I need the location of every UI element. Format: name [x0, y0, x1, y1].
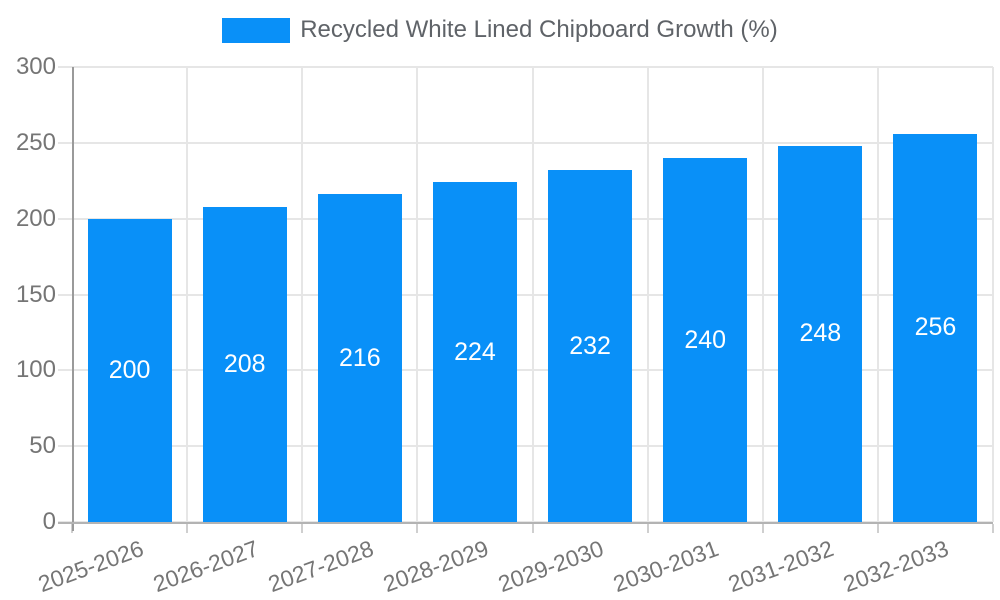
y-tick-label: 300: [15, 53, 56, 80]
gridline-vertical: [186, 67, 189, 522]
x-tick-label: 2030-2031: [609, 535, 723, 598]
gridline-vertical: [531, 67, 534, 522]
bar: 256: [893, 133, 978, 522]
x-axis-tick: [876, 524, 879, 533]
bar-value-label: 248: [799, 319, 842, 348]
gridline-vertical: [646, 67, 649, 522]
y-tick-label: 200: [15, 204, 56, 232]
y-tick-label: 150: [15, 280, 56, 308]
x-tick-label: 2026-2027: [149, 535, 262, 598]
x-axis-tick: [992, 524, 994, 533]
x-tick-label: 2031-2032: [724, 535, 838, 598]
gridline-horizontal: [58, 217, 993, 220]
gridline-vertical: [876, 67, 879, 522]
bar: 248: [778, 145, 863, 522]
bar-value-label: 200: [108, 355, 151, 384]
x-tick-label: 2025-2026: [34, 535, 147, 598]
gridline-horizontal: [58, 369, 993, 372]
x-axis-tick: [646, 524, 649, 533]
gridline-vertical: [761, 67, 764, 522]
gridline-vertical: [992, 67, 994, 522]
x-axis-line: [58, 522, 993, 524]
y-axis-line: [72, 67, 74, 531]
y-tick-label: 50: [29, 432, 56, 460]
bar: 200: [87, 218, 172, 522]
bar-value-label: 240: [684, 325, 727, 354]
bar: 224: [432, 182, 517, 522]
legend-swatch: [222, 17, 291, 43]
gridline-horizontal: [58, 293, 993, 296]
y-tick-label: 100: [15, 356, 56, 384]
gridline-horizontal: [58, 66, 993, 68]
x-tick-label: 2032-2033: [840, 535, 953, 598]
y-tick-label: 0: [42, 508, 56, 535]
plot-area: 0 50 100 150 200 250 300 200 208 216 224 232 240 248 2…: [16, 53, 994, 597]
x-axis-tick: [416, 524, 419, 533]
bar: 216: [317, 194, 402, 522]
x-tick-label: 2029-2030: [494, 535, 607, 598]
bar: 240: [663, 158, 748, 522]
bar-value-label: 216: [338, 343, 381, 372]
x-tick-label: 2027-2028: [264, 535, 377, 598]
bar-value-label: 224: [454, 337, 496, 366]
bar-value-label: 232: [569, 331, 611, 360]
x-tick-label: 2028-2029: [379, 535, 492, 598]
x-axis-tick: [301, 524, 304, 533]
gridline-vertical: [301, 67, 304, 522]
legend: Recycled White Lined Chipboard Growth (%…: [0, 16, 1000, 44]
gridline-horizontal: [58, 445, 993, 448]
bar-value-label: 208: [223, 349, 266, 378]
bar-value-label: 256: [914, 313, 957, 342]
legend-label: Recycled White Lined Chipboard Growth (%…: [300, 16, 778, 43]
gridline-vertical: [416, 67, 419, 522]
x-axis-tick: [761, 524, 764, 533]
y-tick-label: 250: [15, 128, 56, 156]
bar: 232: [548, 170, 633, 522]
x-axis-tick: [186, 524, 189, 533]
bar: 208: [202, 206, 287, 522]
x-axis-tick: [531, 524, 534, 533]
gridline-horizontal: [58, 141, 993, 144]
